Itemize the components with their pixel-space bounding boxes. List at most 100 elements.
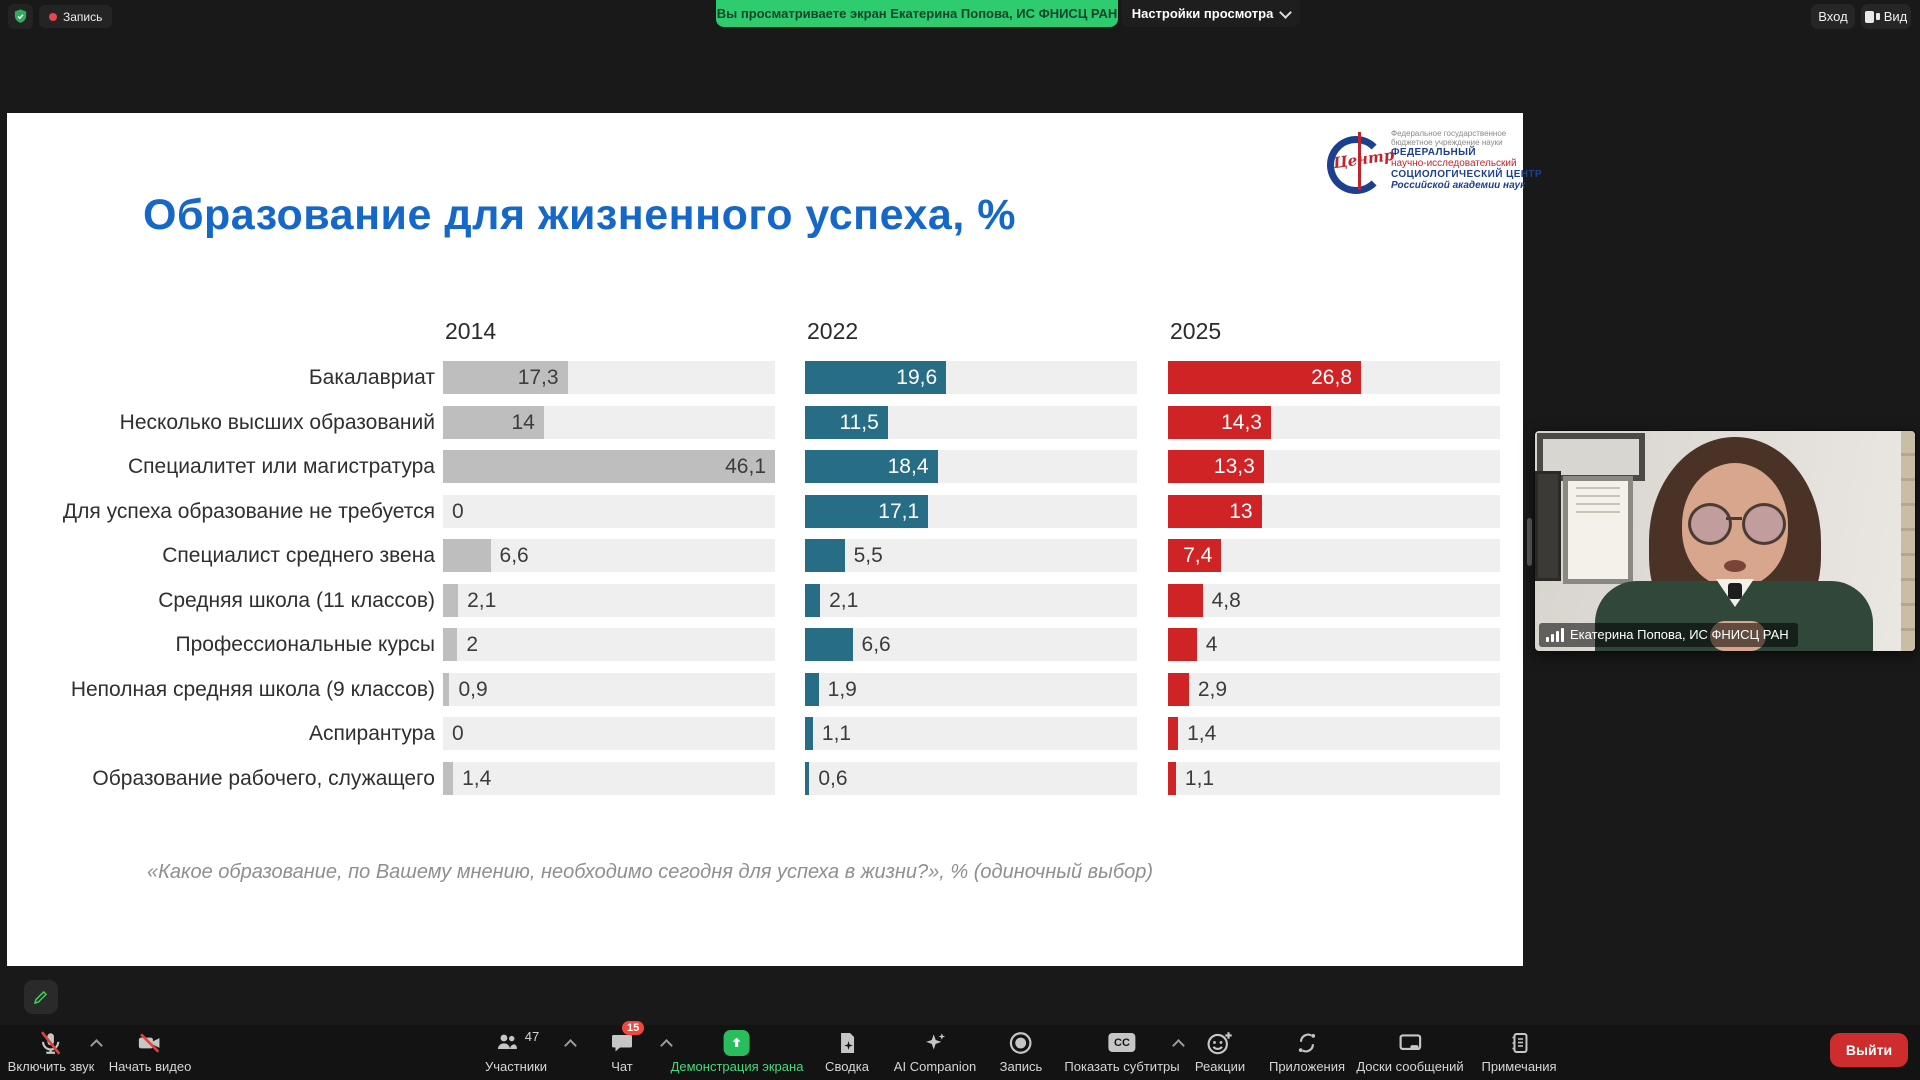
bar (1168, 717, 1179, 750)
bar-track: 14,3 (1168, 405, 1500, 439)
share-screen-button[interactable]: Демонстрация экрана (671, 1029, 803, 1074)
start-video-button[interactable]: Начать видео (108, 1029, 192, 1074)
institute-logo: Центр Федеральное государственное бюджет… (1325, 129, 1542, 194)
value-label: 0,6 (818, 766, 848, 790)
camera-off-icon (139, 1032, 160, 1053)
reactions-button[interactable]: Реакции (1195, 1029, 1245, 1074)
bar: 26,8 (1168, 361, 1361, 394)
participants-count: 47 (524, 1029, 540, 1044)
signin-label: Вход (1818, 9, 1848, 24)
category-label: Аспирантура (308, 722, 435, 745)
slide-caption: «Какое образование, по Вашему мнению, не… (147, 861, 1153, 883)
bar: 7,4 (1168, 539, 1222, 572)
participant-name-tag: Екатерина Попова, ИС ФНИСЦ РАН (1539, 623, 1798, 647)
chat-icon (612, 1034, 632, 1051)
category-label: Бакалавриат (308, 366, 435, 389)
bar: 13,3 (1168, 450, 1264, 483)
leave-meeting-button[interactable]: Выйти (1830, 1033, 1908, 1067)
scrollbar-handle[interactable] (1527, 518, 1532, 566)
ai-companion-button[interactable]: AI Companion (894, 1029, 976, 1074)
chat-button[interactable]: 15 Чат (609, 1021, 645, 1074)
value-label: 6,6 (861, 633, 891, 656)
value-label: 5,5 (853, 544, 883, 567)
bar (805, 628, 853, 661)
summary-doc-icon (840, 1032, 854, 1053)
bar-track: 4 (1168, 628, 1500, 661)
apps-button[interactable]: Приложения (1269, 1029, 1345, 1074)
category-label: Средняя школа (11 классов) (158, 588, 435, 612)
category-label: Профессиональные курсы (175, 633, 435, 656)
participants-chevron-icon[interactable] (564, 1039, 577, 1052)
bar (1168, 628, 1197, 661)
value-label: 2,1 (467, 588, 497, 612)
value-label: 13,3 (1213, 455, 1255, 478)
bar (443, 539, 491, 572)
record-button[interactable]: Запись (1000, 1029, 1042, 1074)
annotate-pencil-button[interactable] (24, 980, 58, 1014)
bar (443, 628, 458, 661)
view-mode-button[interactable]: Вид (1861, 4, 1911, 29)
bar-track: 14 (443, 405, 775, 439)
bar-track: 2,1 (443, 583, 775, 617)
bar: 14,3 (1168, 405, 1271, 439)
notes-button[interactable]: Примечания (1481, 1029, 1557, 1074)
pencil-icon (33, 990, 48, 1005)
bar-track: 4,8 (1168, 583, 1500, 617)
bar (805, 672, 819, 706)
value-label: 0 (452, 499, 464, 523)
bookshelf (1901, 431, 1915, 651)
meeting-toolbar: Включить звук Начать видео (0, 1021, 1920, 1080)
bar-track: 5,5 (805, 539, 1137, 572)
cc-icon: CC (1108, 1033, 1136, 1052)
recording-label: Запись (63, 9, 103, 24)
bar (443, 761, 454, 795)
bar-track: 13 (1168, 494, 1500, 528)
value-label: 7,4 (1183, 544, 1213, 567)
bar-track: 0,6 (805, 761, 1137, 795)
category-label: Специалист среднего звена (162, 544, 435, 567)
bar (1168, 583, 1203, 617)
value-label: 1,4 (1187, 722, 1217, 745)
bar: 46,1 (443, 450, 775, 483)
captions-button[interactable]: CC Показать субтитры (1064, 1029, 1180, 1074)
start-video-label: Начать видео (108, 1059, 192, 1074)
bar-track: 1,1 (805, 717, 1137, 750)
apps-icon (1298, 1033, 1316, 1052)
category-label: Несколько высших образований (119, 410, 435, 434)
bar: 17,3 (443, 361, 568, 394)
chart-column-2025: 2025 26,8 14,3 13,3 13 7,4 4,8 4 2,9 1,4 1,1 (1168, 318, 1500, 806)
recording-indicator[interactable]: Запись (39, 5, 113, 28)
bar (1168, 672, 1189, 706)
view-settings-dropdown[interactable]: Настройки просмотра (1122, 0, 1300, 27)
bar (1168, 761, 1176, 795)
bar: 18,4 (805, 450, 938, 483)
participant-name: Екатерина Попова, ИС ФНИСЦ РАН (1570, 627, 1789, 642)
bar-track: 0,9 (443, 672, 775, 706)
value-label: 11,5 (839, 410, 879, 434)
security-shield-button[interactable] (8, 4, 33, 29)
ai-companion-icon (926, 1032, 946, 1049)
whiteboards-button[interactable]: Доски сообщений (1356, 1029, 1464, 1074)
value-label: 1,1 (1184, 766, 1215, 790)
bar-track: 11,5 (805, 405, 1137, 439)
view-layout-icon (1864, 10, 1880, 23)
notes-icon (1512, 1032, 1527, 1053)
participants-label: Участники (484, 1059, 548, 1074)
bar-track: 46,1 (443, 450, 775, 483)
category-label: Специалитет или магистратура (127, 455, 435, 478)
category-label: Для успеха образование не требуется (62, 499, 435, 523)
participant-video-tile[interactable]: Екатерина Попова, ИС ФНИСЦ РАН (1534, 430, 1916, 652)
unmute-button[interactable]: Включить звук (8, 1029, 94, 1074)
participants-button[interactable]: 47 Участники (485, 1029, 547, 1074)
ai-companion-label: AI Companion (893, 1059, 977, 1074)
wall-frame (1535, 471, 1561, 581)
mic-muted-icon (41, 1030, 61, 1055)
signin-button[interactable]: Вход (1811, 4, 1855, 29)
whiteboards-label: Доски сообщений (1356, 1059, 1464, 1074)
notes-label: Примечания (1481, 1059, 1557, 1074)
bar (805, 717, 813, 750)
bar: 17,1 (805, 494, 929, 528)
value-label: 2,1 (829, 588, 859, 612)
value-label: 18,4 (887, 455, 929, 478)
summary-button[interactable]: Сводка (825, 1029, 869, 1074)
